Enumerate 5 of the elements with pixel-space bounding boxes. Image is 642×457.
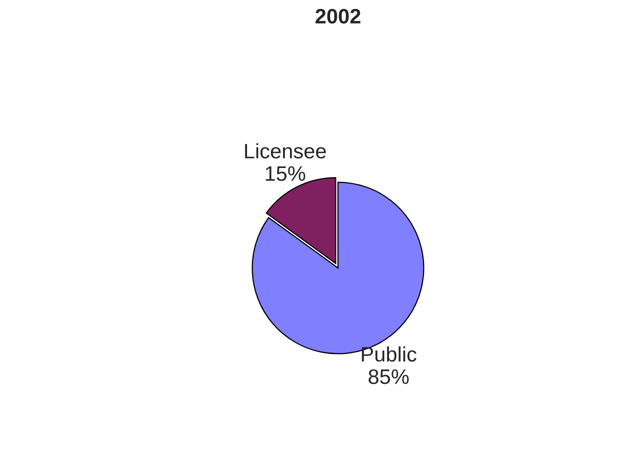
slice-label: Public — [362, 346, 416, 362]
chart-title: 2002 — [316, 8, 360, 24]
slice-label: Licensee — [245, 143, 326, 159]
data-label: 15% — [266, 166, 306, 181]
data-label: 85% — [368, 369, 409, 384]
